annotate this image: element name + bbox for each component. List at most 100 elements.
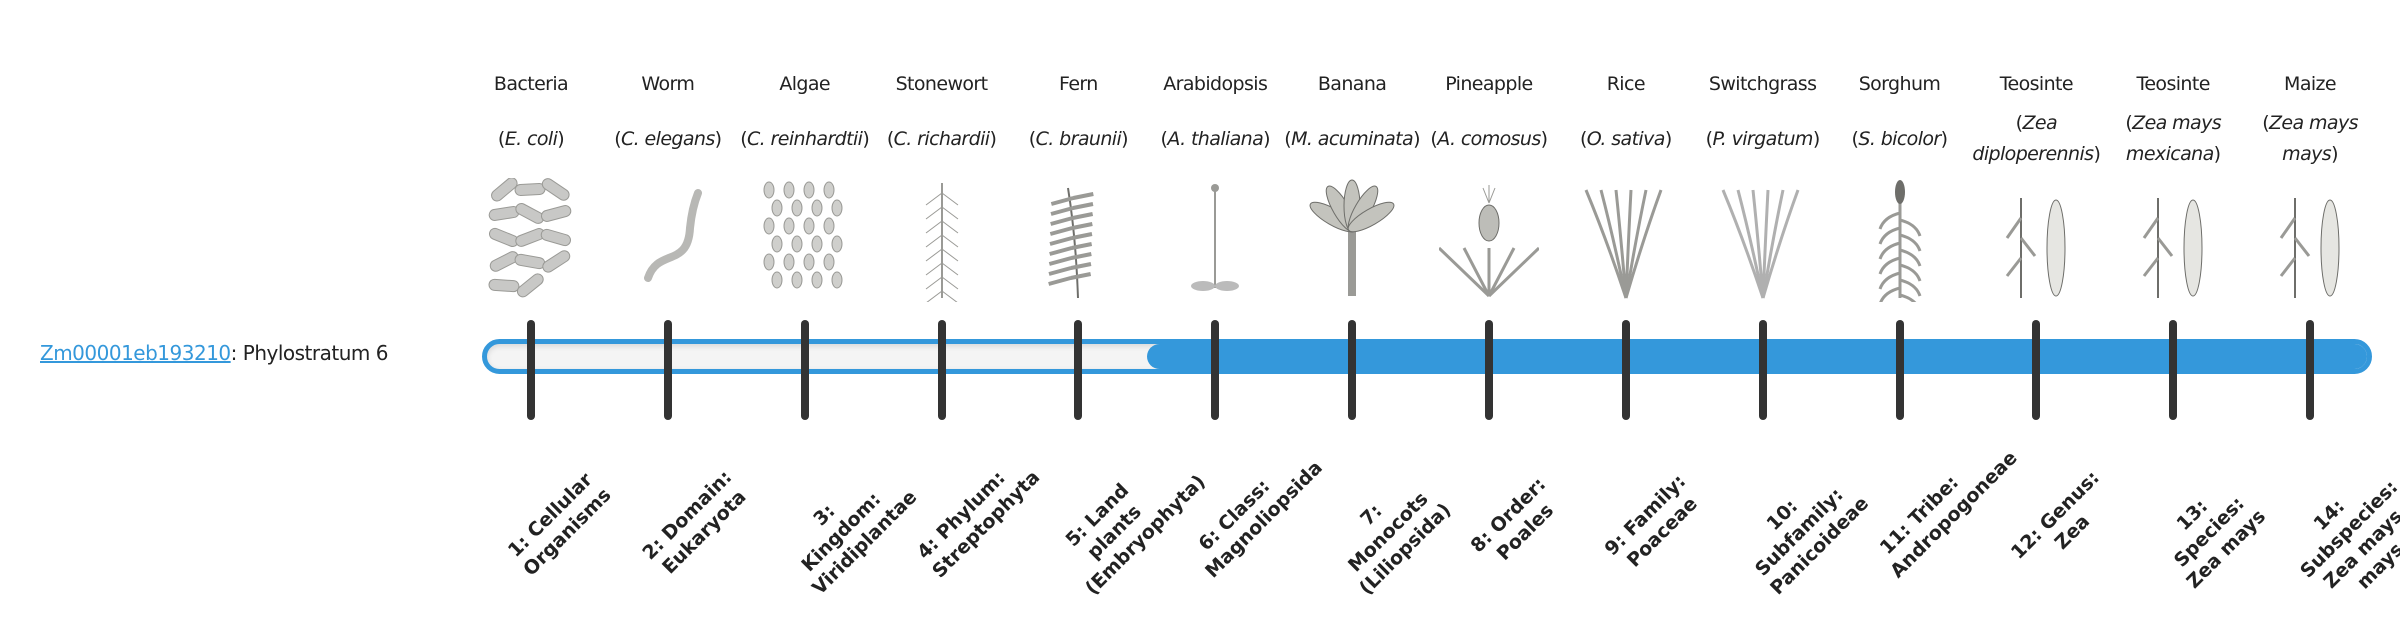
banana-icon xyxy=(1309,179,1395,296)
organism-name: Pineapple xyxy=(1445,73,1533,95)
bacteria-icon xyxy=(488,178,572,298)
species-name: E. coli xyxy=(504,127,558,150)
stratum-label: 14: Subspecies: Zea mays mays xyxy=(2296,476,2400,594)
stratum-tick xyxy=(1484,320,1493,420)
organism-column: Arabidopsis (A. thaliana) xyxy=(1147,64,1283,302)
organism-name: Stonewort xyxy=(895,73,989,95)
stratum-tick xyxy=(2032,320,2041,420)
organism-name: Teosinte xyxy=(1999,73,2074,95)
paren-open: ( xyxy=(1579,127,1587,150)
paren-close: ) xyxy=(1121,127,1128,150)
phylostratum-bar-fill xyxy=(1146,344,2367,369)
paren-open: ( xyxy=(2015,112,2023,134)
stratum-tick xyxy=(1758,320,1767,420)
separator: : xyxy=(230,341,243,365)
paren-close: ) xyxy=(2331,143,2338,165)
phylostratum-bar xyxy=(482,339,2372,374)
stratum-tick xyxy=(937,320,946,420)
organism-scientific-name: (M. acuminata) xyxy=(1284,104,1420,174)
stonewort-icon xyxy=(925,183,958,302)
stratum-tick xyxy=(527,320,535,420)
phylostratum-text: Phylostratum 6 xyxy=(242,341,389,365)
gene-phylostratum-label: Zm00001eb193210: Phylostratum 6 xyxy=(40,338,388,368)
stratum-tick xyxy=(1895,320,1904,420)
paren-open: ( xyxy=(740,127,748,150)
stratum-label: 4: Phylum: Streptophyta xyxy=(912,466,1044,583)
organism-column: Stonewort (C. richardii) xyxy=(874,64,1010,302)
stratum-label: 2: Domain: Eukaryota xyxy=(638,466,751,579)
gene-id-link[interactable]: Zm00001eb193210 xyxy=(40,341,231,365)
organism-name: Switchgrass xyxy=(1708,73,1817,95)
organism-column: Maize (Zea mays mays) xyxy=(2242,64,2378,302)
organism-column: Fern (C. braunii) xyxy=(1010,64,1146,302)
paren-close: ) xyxy=(1812,127,1820,150)
stratum-label: 9: Family: Poaceae xyxy=(1600,470,1702,572)
organism-name: Rice xyxy=(1606,73,1646,95)
species-name: P. virgatum xyxy=(1712,127,1813,150)
species-name: Zea mays mexicana xyxy=(2125,112,2222,165)
organism-name: Sorghum xyxy=(1858,73,1941,95)
organism-scientific-name: (P. virgatum) xyxy=(1695,104,1831,174)
organism-scientific-name: (C. reinhardtii) xyxy=(737,104,873,174)
paren-close: ) xyxy=(1664,127,1672,150)
organism-name: Fern xyxy=(1059,73,1098,95)
organism-column: Teosinte (Zea diploperennis) xyxy=(1968,64,2104,302)
organism-scientific-name: (C. elegans) xyxy=(600,104,736,174)
stratum-label: 1: Cellular Organisms xyxy=(503,468,616,581)
stratum-tick xyxy=(2306,320,2315,420)
stratum-label: 8: Order: Poales xyxy=(1466,473,1558,565)
paren-open: ( xyxy=(1430,127,1438,150)
pineapple-icon xyxy=(1438,185,1539,298)
paren-close: ) xyxy=(1940,127,1948,150)
organism-scientific-name: (O. sativa) xyxy=(1558,104,1694,174)
species-name: Zea diploperennis xyxy=(1972,112,2094,165)
species-name: C. richardii xyxy=(893,127,990,150)
organism-column: Banana (M. acuminata) xyxy=(1284,64,1420,302)
organism-column: Teosinte (Zea mays mexicana) xyxy=(2105,64,2241,302)
stratum-label: 12: Genus: Zea xyxy=(2007,466,2105,564)
paren-open: ( xyxy=(2125,112,2133,134)
paren-open: ( xyxy=(614,127,622,150)
species-name: M. acuminata xyxy=(1291,127,1414,150)
organism-column: Worm (C. elegans) xyxy=(600,64,736,302)
paren-open: ( xyxy=(1851,127,1859,150)
species-name: Zea mays mays xyxy=(2269,112,2358,165)
switchgrass-icon xyxy=(1721,189,1800,299)
organism-scientific-name: (Zea diploperennis) xyxy=(1968,104,2104,174)
species-name: C. reinhardtii xyxy=(747,127,863,150)
paren-close: ) xyxy=(714,127,722,150)
teosinte-icon xyxy=(2006,198,2066,298)
stratum-tick xyxy=(2169,320,2178,420)
stratum-tick xyxy=(1211,320,1220,420)
species-name: O. sativa xyxy=(1586,127,1666,150)
organism-name: Worm xyxy=(641,73,695,95)
organism-column: Switchgrass (P. virgatum) xyxy=(1695,64,1831,302)
stratum-label: 11: Tribe: Andropogoneae xyxy=(1875,446,2022,583)
organism-name: Bacteria xyxy=(493,73,569,95)
sorghum-icon xyxy=(1878,180,1921,302)
fern-icon xyxy=(1048,187,1095,299)
paren-close: ) xyxy=(1540,127,1548,150)
organism-column: Rice (O. sativa) xyxy=(1558,64,1694,302)
paren-open: ( xyxy=(497,127,505,150)
paren-open: ( xyxy=(1284,127,1292,150)
paren-close: ) xyxy=(2213,143,2221,165)
species-name: A. comosus xyxy=(1437,127,1541,150)
stratum-tick xyxy=(663,320,672,420)
paren-close: ) xyxy=(557,127,565,150)
paren-open: ( xyxy=(886,127,894,150)
paren-close: ) xyxy=(1263,127,1270,150)
species-name: C. braunii xyxy=(1035,127,1122,150)
algae-icon xyxy=(763,181,843,289)
stratum-tick xyxy=(1348,320,1357,420)
organism-scientific-name: (E. coli) xyxy=(463,104,599,174)
worm-icon xyxy=(643,189,702,282)
rice-icon xyxy=(1584,189,1663,299)
teosinte-icon xyxy=(2142,198,2203,298)
organism-name: Arabidopsis xyxy=(1163,73,1268,95)
stratum-tick xyxy=(1621,320,1630,420)
organism-column: Bacteria (E. coli) xyxy=(463,64,599,302)
paren-open: ( xyxy=(1028,127,1036,150)
paren-close: ) xyxy=(2093,143,2101,165)
organism-name: Algae xyxy=(779,73,831,95)
